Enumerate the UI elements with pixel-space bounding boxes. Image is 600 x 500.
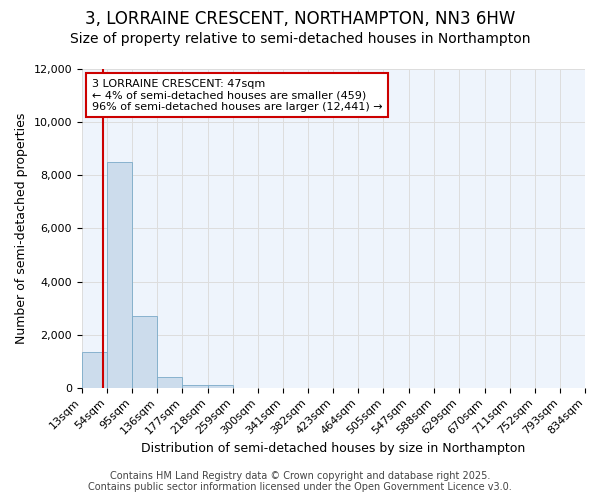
Bar (132, 316, 157, 388)
X-axis label: Distribution of semi-detached houses by size in Northampton: Distribution of semi-detached houses by … (142, 442, 526, 455)
Bar (107, 162, 132, 388)
Text: 3, LORRAINE CRESCENT, NORTHAMPTON, NN3 6HW: 3, LORRAINE CRESCENT, NORTHAMPTON, NN3 6… (85, 10, 515, 28)
Bar (182, 385, 208, 388)
Text: Contains HM Land Registry data © Crown copyright and database right 2025.
Contai: Contains HM Land Registry data © Crown c… (88, 471, 512, 492)
Bar (82, 352, 107, 388)
Text: Size of property relative to semi-detached houses in Northampton: Size of property relative to semi-detach… (70, 32, 530, 46)
Bar (208, 385, 233, 388)
Bar (157, 377, 182, 388)
Text: 3 LORRAINE CRESCENT: 47sqm
← 4% of semi-detached houses are smaller (459)
96% of: 3 LORRAINE CRESCENT: 47sqm ← 4% of semi-… (92, 78, 383, 112)
Y-axis label: Number of semi-detached properties: Number of semi-detached properties (15, 112, 28, 344)
